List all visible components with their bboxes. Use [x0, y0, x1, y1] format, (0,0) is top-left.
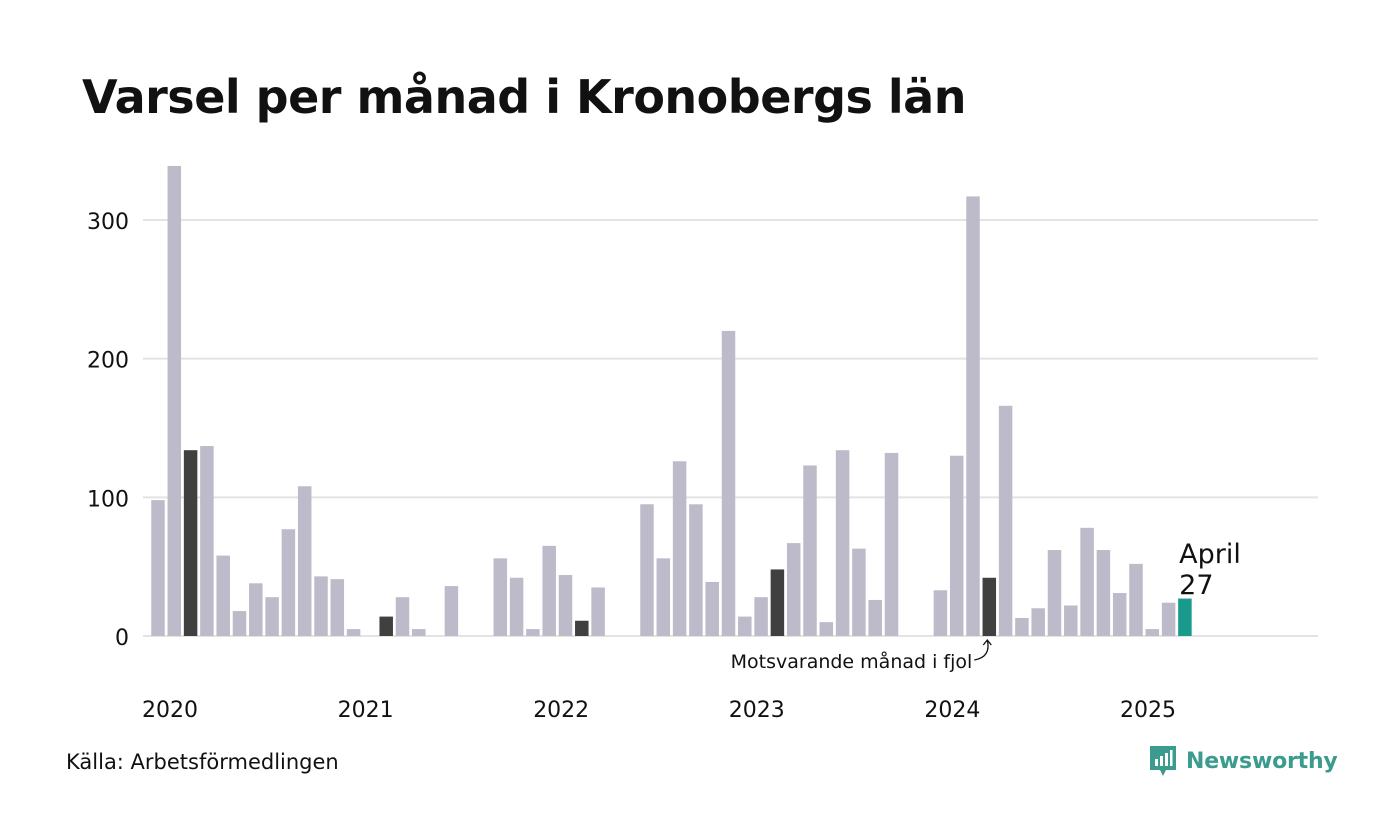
bar-2020-02: [167, 165, 182, 637]
x-axis-labels: 2020 2021 2022 2023 2024 2025: [142, 698, 1176, 723]
bar-2025-04: [1178, 598, 1192, 636]
bar-2021-03: [379, 616, 393, 636]
bar-2024-06: [1015, 617, 1029, 636]
bar-2023-04: [786, 543, 801, 636]
annotation-arrowhead: [982, 638, 992, 646]
y-tick-label: 100: [87, 487, 129, 512]
bar-2024-10: [1080, 527, 1094, 636]
current-month-label: April: [1179, 539, 1241, 570]
bar-2020-09: [281, 529, 296, 636]
bar-2021-01: [346, 629, 361, 636]
bars: [151, 165, 1192, 637]
bar-2020-04: [200, 446, 214, 636]
bar-2021-10: [493, 558, 508, 636]
bar-chart-speech-bubble-icon: [1150, 746, 1176, 776]
bar-2020-05: [216, 555, 230, 636]
bar-2024-04: [982, 577, 997, 636]
bar-2020-06: [232, 611, 247, 636]
bar-2022-03: [575, 620, 589, 636]
bar-2023-10: [884, 452, 899, 636]
y-tick-label: 200: [87, 349, 129, 374]
bar-2025-01: [1129, 563, 1143, 636]
source-note: Källa: Arbetsförmedlingen: [66, 750, 339, 774]
bar-2022-02: [558, 574, 573, 636]
bar-2020-08: [265, 597, 279, 636]
bar-2025-02: [1145, 629, 1160, 636]
x-tick-label: 2023: [729, 698, 785, 723]
y-tick-label: 0: [115, 626, 129, 651]
bar-2023-01: [738, 616, 752, 636]
bar-2024-09: [1064, 605, 1078, 636]
bar-2020-11: [314, 576, 328, 636]
logo-text: Newsworthy: [1186, 748, 1338, 774]
newsworthy-logo: Newsworthy: [1148, 744, 1338, 778]
previous-year-annotation: Motsvarande månad i fjol: [731, 650, 973, 673]
bar-2021-05: [412, 629, 426, 636]
bar-2023-09: [868, 599, 882, 636]
y-tick-label: 300: [87, 210, 129, 235]
bar-2022-10: [689, 504, 703, 636]
bar-2021-04: [395, 597, 410, 636]
bar-2020-10: [297, 486, 312, 636]
bar-2025-03: [1161, 602, 1176, 636]
x-tick-label: 2025: [1120, 698, 1176, 723]
annotations: April 27 Motsvarande månad i fjol: [731, 539, 1241, 673]
chart-title: Varsel per månad i Kronobergs län: [82, 70, 966, 124]
bar-2023-03: [770, 569, 785, 636]
bar-2022-09: [672, 461, 687, 636]
bar-2022-11: [705, 581, 719, 636]
bar-2024-03: [966, 196, 980, 636]
bar-2021-11: [509, 577, 524, 636]
x-tick-label: 2024: [924, 698, 980, 723]
y-axis-labels: 0 100 200 300: [87, 210, 129, 651]
bar-2020-01: [151, 500, 165, 636]
bar-2020-12: [330, 579, 345, 636]
bar-2023-05: [803, 465, 817, 636]
annotation-arrow: [974, 639, 989, 661]
bar-2024-01: [933, 590, 948, 636]
bar-2020-07: [249, 583, 263, 636]
x-tick-label: 2022: [533, 698, 589, 723]
bar-2023-08: [852, 548, 866, 636]
bar-2023-02: [754, 597, 768, 636]
bar-2022-01: [542, 545, 556, 636]
current-value-label: 27: [1179, 570, 1213, 601]
bar-2023-07: [835, 450, 850, 636]
bar-2022-04: [591, 587, 605, 636]
bar-2022-07: [640, 504, 654, 636]
bar-2024-02: [949, 455, 964, 636]
bar-2023-06: [819, 622, 834, 636]
x-tick-label: 2020: [142, 698, 198, 723]
bar-2024-05: [998, 405, 1013, 636]
bar-2022-08: [656, 558, 671, 636]
x-tick-label: 2021: [338, 698, 394, 723]
bar-chart: 0 100 200 300 2020 2021 2022 2023 2024 2025 Apri…: [87, 165, 1318, 723]
bar-2022-12: [721, 330, 736, 636]
bar-2021-12: [526, 629, 540, 636]
bar-2021-07: [444, 586, 459, 636]
bar-2024-08: [1047, 550, 1062, 636]
bar-2020-03: [183, 450, 198, 636]
bar-2024-11: [1096, 550, 1111, 636]
bar-2024-07: [1031, 608, 1045, 636]
bar-2024-12: [1112, 593, 1127, 636]
